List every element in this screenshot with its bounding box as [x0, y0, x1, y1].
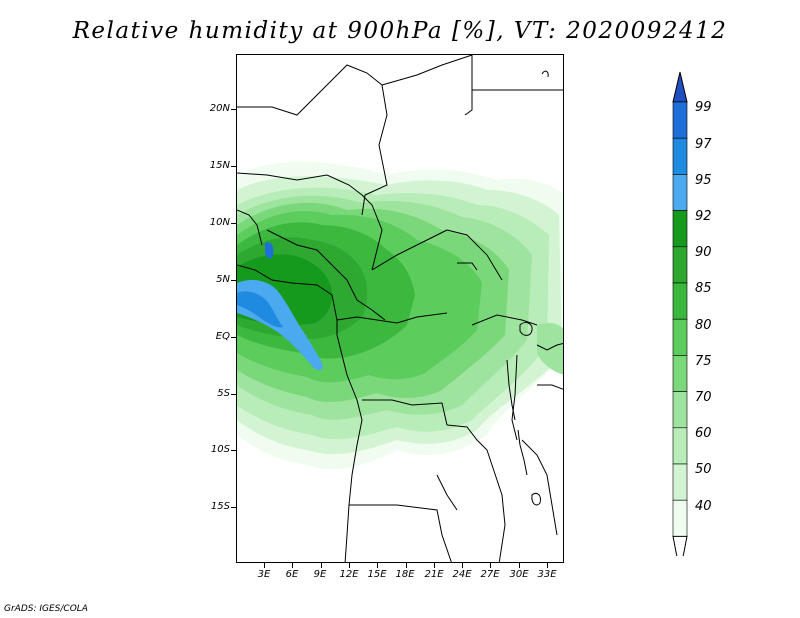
lon-tick — [349, 563, 350, 568]
grads-credit: GrADS: IGES/COLA — [4, 604, 88, 614]
colorbar-segment — [673, 247, 687, 283]
colorbar-label: 40 — [695, 499, 712, 514]
lon-label: 9E — [305, 569, 335, 580]
colorbar-label: 75 — [695, 354, 712, 369]
colorbar-label: 85 — [695, 281, 712, 296]
colorbar-segment — [673, 428, 687, 464]
lon-tick — [377, 563, 378, 568]
lon-tick — [292, 563, 293, 568]
colorbar-segment — [673, 392, 687, 428]
map-title: Relative humidity at 900hPa [%], VT: 202… — [0, 18, 800, 44]
lon-label: 24E — [447, 569, 477, 580]
lat-tick — [231, 280, 236, 281]
lat-tick — [231, 109, 236, 110]
colorbar-label: 92 — [695, 209, 712, 224]
lon-label: 3E — [249, 569, 279, 580]
colorbar-label: 50 — [695, 462, 712, 477]
lon-tick — [406, 563, 407, 568]
colorbar-label: 80 — [695, 318, 712, 333]
lon-label: 21E — [419, 569, 449, 580]
colorbar-segment — [673, 102, 687, 138]
lon-tick — [519, 563, 520, 568]
lon-label: 30E — [504, 569, 534, 580]
colorbar-label: 70 — [695, 390, 712, 405]
colorbar-segment — [673, 464, 687, 500]
colorbar-bottom-arrow — [673, 536, 687, 556]
lon-tick — [547, 563, 548, 568]
lat-label: 10S — [196, 444, 230, 455]
colorbar-segment — [673, 500, 687, 536]
colorbar-label: 99 — [695, 100, 712, 115]
lon-label: 18E — [390, 569, 420, 580]
map-panel — [236, 54, 564, 563]
lat-label: EQ — [196, 331, 230, 342]
colorbar-label: 97 — [695, 137, 712, 152]
lat-label: 5N — [196, 274, 230, 285]
lat-label: 10N — [196, 217, 230, 228]
lon-tick — [490, 563, 491, 568]
colorbar-segment — [673, 211, 687, 247]
lat-tick — [231, 450, 236, 451]
lon-tick — [321, 563, 322, 568]
colorbar-top-arrow — [673, 72, 687, 102]
lat-label: 15S — [196, 501, 230, 512]
lon-tick — [462, 563, 463, 568]
humidity-field — [237, 55, 564, 563]
lon-label: 6E — [277, 569, 307, 580]
lat-tick — [231, 394, 236, 395]
lon-label: 33E — [532, 569, 562, 580]
lon-label: 12E — [334, 569, 364, 580]
lat-label: 5S — [196, 388, 230, 399]
colorbar-segment — [673, 319, 687, 355]
colorbar-label: 95 — [695, 173, 712, 188]
lat-tick — [231, 223, 236, 224]
lat-tick — [231, 166, 236, 167]
lon-tick — [264, 563, 265, 568]
lon-label: 27E — [475, 569, 505, 580]
colorbar-segment — [673, 138, 687, 174]
lat-tick — [231, 337, 236, 338]
colorbar-segment — [673, 174, 687, 210]
lon-tick — [434, 563, 435, 568]
colorbar-segment — [673, 355, 687, 391]
lon-label: 15E — [362, 569, 392, 580]
lat-label: 15N — [196, 160, 230, 171]
lat-label: 20N — [196, 103, 230, 114]
colorbar-segment — [673, 283, 687, 319]
lat-tick — [231, 507, 236, 508]
colorbar-label: 60 — [695, 426, 712, 441]
colorbar-label: 90 — [695, 245, 712, 260]
